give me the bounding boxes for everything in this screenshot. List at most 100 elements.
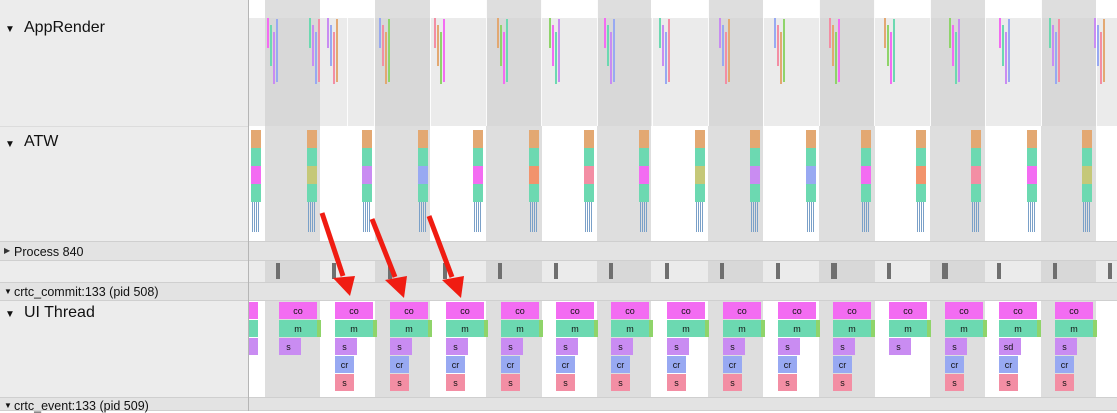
ui-slice-partial[interactable] <box>249 302 258 319</box>
ui-slice-cr[interactable]: cr <box>999 356 1018 373</box>
apprender-slice <box>318 19 320 82</box>
ui-slice-s2[interactable]: s <box>723 374 742 391</box>
ui-slice-s2[interactable]: s <box>446 374 465 391</box>
ui-slice-m[interactable]: m <box>833 320 871 337</box>
ui-slice-co[interactable]: co <box>833 302 871 319</box>
ui-slice-s[interactable]: s <box>833 338 852 355</box>
ui-slice-s[interactable]: s <box>723 338 742 355</box>
process-header[interactable]: ▶ Process 840 <box>0 241 1117 261</box>
ui-slice-s[interactable]: s <box>778 338 797 355</box>
vsync-band <box>375 261 430 282</box>
ui-slice-s[interactable]: sd <box>999 338 1018 355</box>
ui-slice-cr[interactable]: cr <box>556 356 575 373</box>
track-label-atw[interactable]: ▼ ATW <box>0 126 248 241</box>
apprender-slice <box>949 18 951 48</box>
crtc-commit-header[interactable]: ▼ crtc_commit:133 (pid 508) <box>0 282 1117 301</box>
ui-slice-co[interactable]: co <box>279 302 317 319</box>
ui-slice-s2[interactable]: s <box>667 374 686 391</box>
ui-slice-s[interactable]: s <box>335 338 354 355</box>
ui-slice-s2[interactable]: s <box>501 374 520 391</box>
crtc-event-header[interactable]: ▼ crtc_event:133 (pid 509) <box>0 397 1117 413</box>
caret-down-icon[interactable]: ▼ <box>4 401 12 410</box>
apprender-slice <box>385 32 387 84</box>
ui-slice-cr[interactable]: cr <box>723 356 742 373</box>
ui-slice-m[interactable]: m <box>667 320 705 337</box>
caret-down-icon[interactable]: ▼ <box>5 139 15 150</box>
ui-slice-m[interactable]: m <box>723 320 761 337</box>
ui-slice-co[interactable]: co <box>945 302 983 319</box>
grid-line <box>374 0 375 126</box>
apprender-slice <box>777 25 779 66</box>
caret-right-icon[interactable]: ▶ <box>4 246 11 255</box>
ui-slice-s[interactable]: s <box>279 338 298 355</box>
ui-slice-partial[interactable] <box>249 338 258 355</box>
ui-slice-m[interactable]: m <box>999 320 1037 337</box>
ui-slice-co[interactable]: co <box>667 302 705 319</box>
apprender-slice <box>434 18 436 48</box>
ui-slice-s[interactable]: s <box>889 338 908 355</box>
ui-slice-co[interactable]: co <box>556 302 594 319</box>
ui-slice-m[interactable]: m <box>889 320 927 337</box>
caret-down-icon[interactable]: ▼ <box>5 24 15 35</box>
ui-slice-m[interactable]: m <box>778 320 816 337</box>
ui-slice-s[interactable]: s <box>1055 338 1074 355</box>
ui-slice-co[interactable]: co <box>390 302 428 319</box>
ui-slice-m[interactable]: m <box>446 320 484 337</box>
caret-down-icon[interactable]: ▼ <box>5 309 15 320</box>
ui-slice-m[interactable]: m <box>501 320 539 337</box>
apprender-slice <box>558 19 560 82</box>
ui-slice-co[interactable]: co <box>778 302 816 319</box>
apprender-slice <box>388 19 390 82</box>
ui-slice-co[interactable]: co <box>889 302 927 319</box>
ui-slice-cr[interactable]: cr <box>390 356 409 373</box>
ui-slice-s[interactable]: s <box>556 338 575 355</box>
track-label-apprender[interactable]: ▼ AppRender <box>0 0 248 126</box>
ui-slice-cr[interactable]: cr <box>446 356 465 373</box>
ui-slice-s2[interactable]: s <box>833 374 852 391</box>
ui-slice-s[interactable]: s <box>945 338 964 355</box>
ui-slice-cr[interactable]: cr <box>1055 356 1074 373</box>
ui-slice-co[interactable]: co <box>611 302 649 319</box>
atw-stick <box>919 202 920 232</box>
ui-slice-co[interactable]: co <box>1055 302 1093 319</box>
ui-slice-cr[interactable]: cr <box>778 356 797 373</box>
ui-slice-cr[interactable]: cr <box>501 356 520 373</box>
caret-down-icon[interactable]: ▼ <box>4 287 12 296</box>
ui-slice-s2[interactable]: s <box>556 374 575 391</box>
ui-slice-cr[interactable]: cr <box>667 356 686 373</box>
ui-slice-s[interactable]: s <box>667 338 686 355</box>
ui-slice-m[interactable]: m <box>1055 320 1093 337</box>
ui-slice-cr[interactable]: cr <box>945 356 964 373</box>
ui-slice-s2[interactable]: s <box>611 374 630 391</box>
ui-slice-s2[interactable]: s <box>390 374 409 391</box>
ui-slice-s2[interactable]: s <box>945 374 964 391</box>
ui-slice-m[interactable]: m <box>556 320 594 337</box>
ui-slice-s2[interactable]: s <box>1055 374 1074 391</box>
ui-slice-s2[interactable]: s <box>999 374 1018 391</box>
ui-slice-s[interactable]: s <box>611 338 630 355</box>
ui-slice-m[interactable]: m <box>335 320 373 337</box>
ui-slice-tail <box>520 338 523 355</box>
ui-slice-tail <box>927 320 931 337</box>
ui-slice-m[interactable]: m <box>279 320 317 337</box>
track-label-ui-thread[interactable]: ▼ UI Thread <box>0 301 248 397</box>
ui-slice-partial[interactable] <box>249 320 258 337</box>
ui-slice-co[interactable]: co <box>446 302 484 319</box>
ui-slice-s[interactable]: s <box>501 338 520 355</box>
ui-slice-co[interactable]: co <box>999 302 1037 319</box>
apprender-slice <box>500 25 502 66</box>
ui-slice-s2[interactable]: s <box>778 374 797 391</box>
ui-slice-cr[interactable]: cr <box>335 356 354 373</box>
ui-slice-m[interactable]: m <box>611 320 649 337</box>
timeline-ui-thread: co m s co m s cr s co m s cr s co m s cr s co m s cr s co m s cr s c… <box>249 301 1117 397</box>
ui-slice-co[interactable]: co <box>335 302 373 319</box>
ui-slice-cr[interactable]: cr <box>833 356 852 373</box>
ui-slice-co[interactable]: co <box>501 302 539 319</box>
ui-slice-cr[interactable]: cr <box>611 356 630 373</box>
ui-slice-s2[interactable]: s <box>335 374 354 391</box>
ui-slice-m[interactable]: m <box>390 320 428 337</box>
ui-slice-s[interactable]: s <box>390 338 409 355</box>
ui-slice-co[interactable]: co <box>723 302 761 319</box>
ui-slice-m[interactable]: m <box>945 320 983 337</box>
ui-slice-s[interactable]: s <box>446 338 465 355</box>
